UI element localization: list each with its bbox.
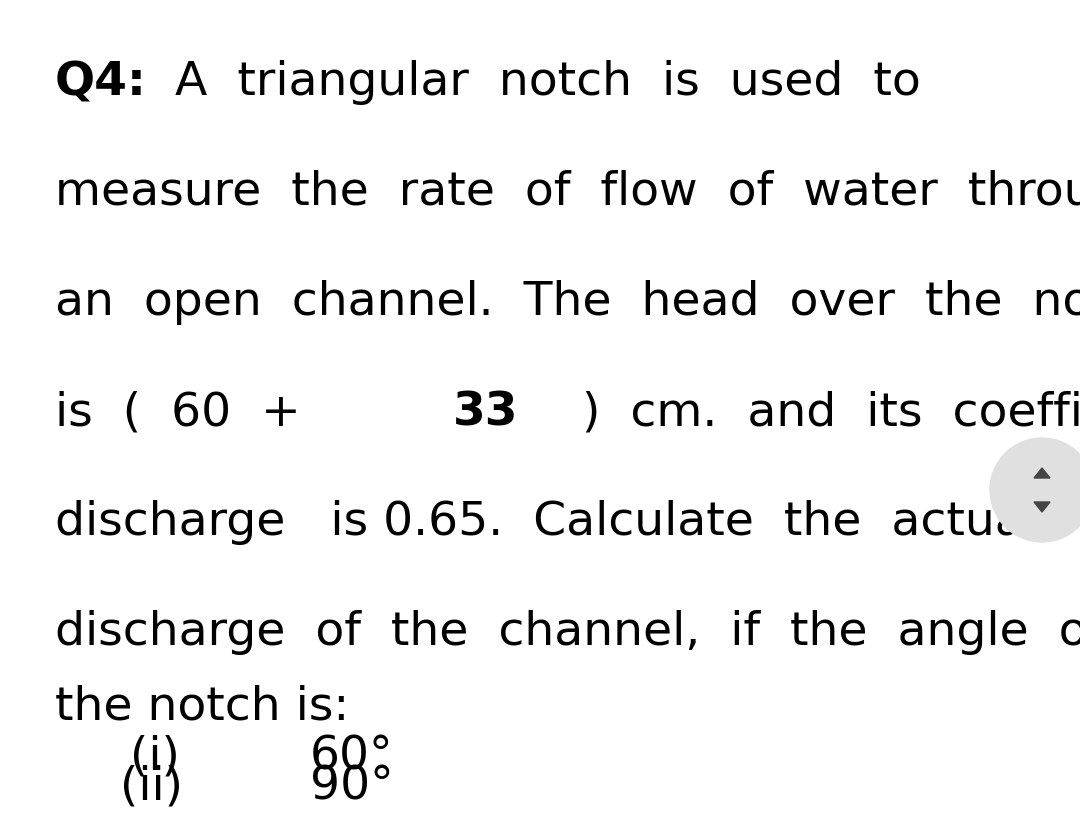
Text: an  open  channel.  The  head  over  the  notch: an open channel. The head over the notch — [55, 280, 1080, 325]
Text: measure  the  rate  of  flow  of  water  through: measure the rate of flow of water throug… — [55, 170, 1080, 215]
Polygon shape — [1034, 502, 1050, 512]
Text: 60°: 60° — [310, 735, 393, 780]
Text: Q4:: Q4: — [55, 60, 147, 105]
Circle shape — [990, 438, 1080, 542]
Polygon shape — [1034, 468, 1050, 478]
Text: (i): (i) — [130, 735, 180, 780]
Text: (ii): (ii) — [120, 765, 183, 810]
Text: A  triangular  notch  is  used  to: A triangular notch is used to — [175, 60, 921, 105]
Text: discharge  of  the  channel,  if  the  angle  of: discharge of the channel, if the angle o… — [55, 610, 1080, 655]
Text: 33: 33 — [454, 390, 518, 435]
Text: 90°: 90° — [310, 765, 394, 810]
Text: discharge   is 0.65.  Calculate  the  actual: discharge is 0.65. Calculate the actual — [55, 500, 1037, 545]
Text: is  (  60  +: is ( 60 + — [55, 390, 330, 435]
Text: )  cm.  and  its  coefficient  of: ) cm. and its coefficient of — [552, 390, 1080, 435]
Text: the notch is:: the notch is: — [55, 685, 349, 730]
